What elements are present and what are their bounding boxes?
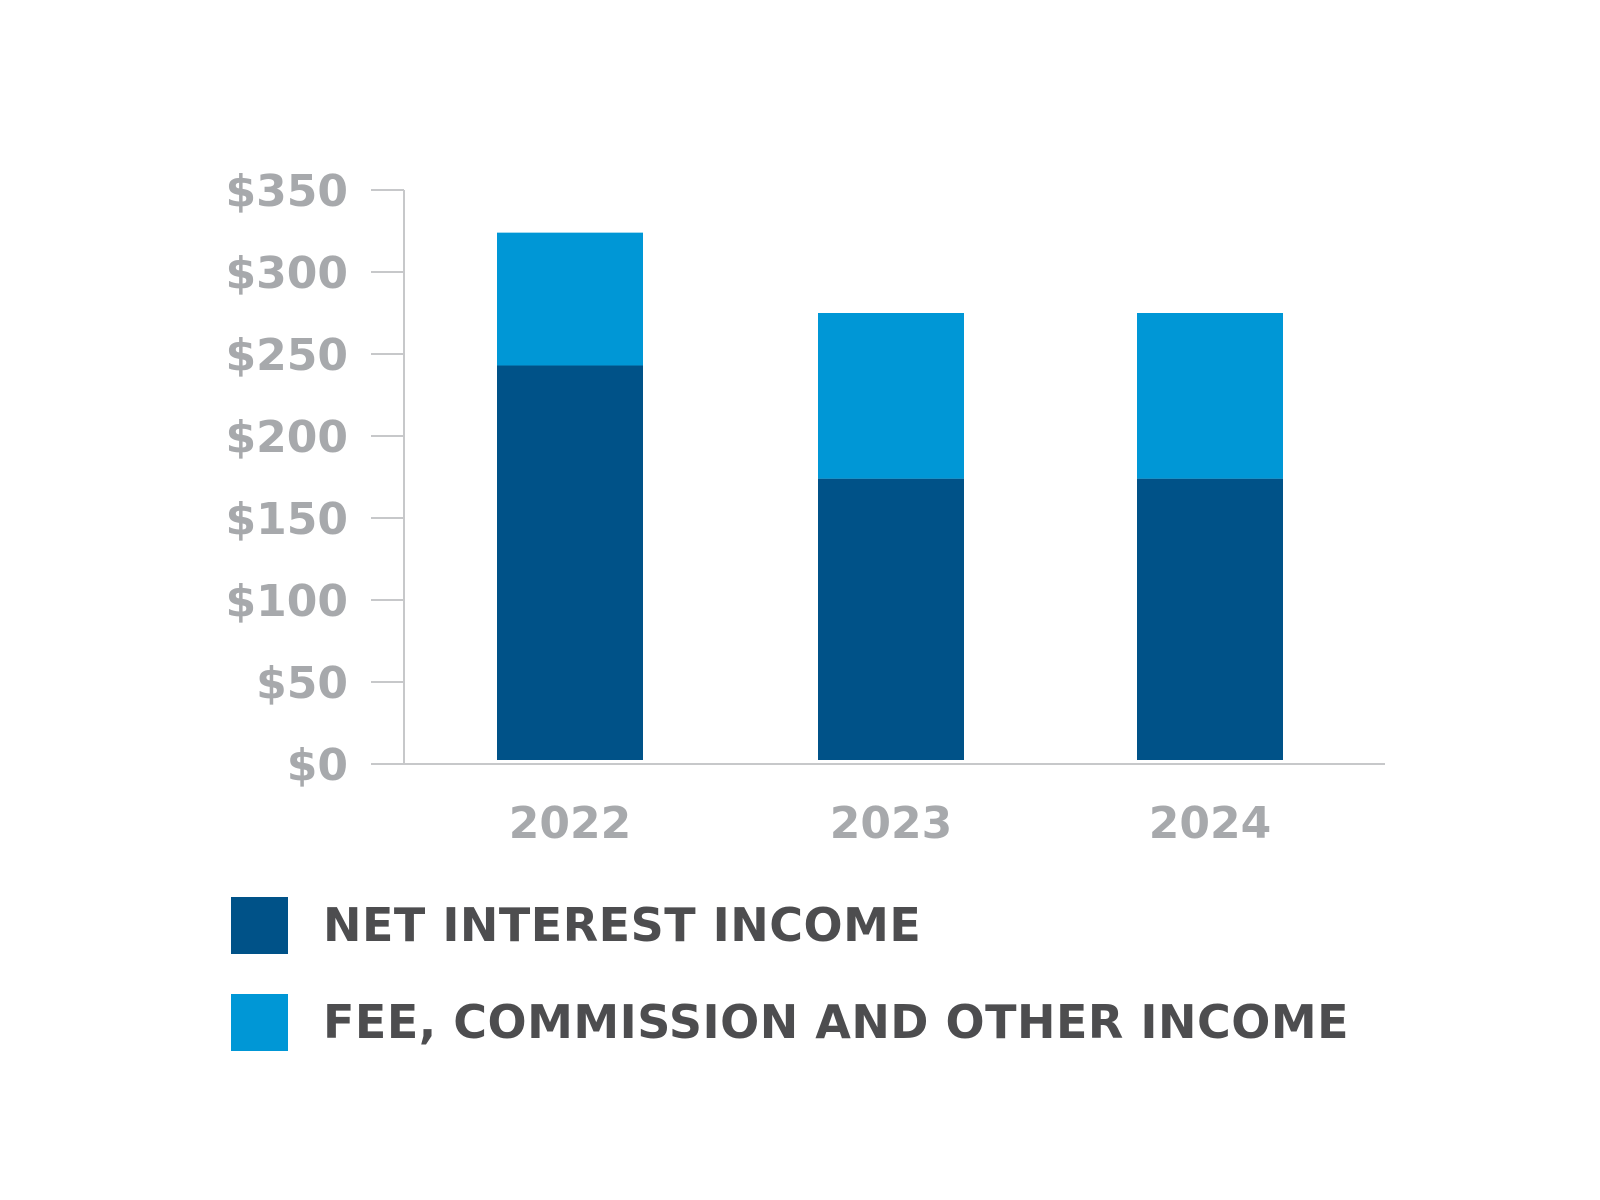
legend-swatch-fee-commission-other-income [231, 993, 288, 1051]
bars-group [497, 232, 1283, 760]
y-tick-label: $300 [226, 248, 348, 299]
legend-label-fee-commission-other-income: FEE, COMMISSION AND OTHER INCOME [323, 995, 1350, 1049]
bar-2024-series-1 [1137, 313, 1283, 479]
x-tick-label: 2023 [830, 798, 952, 849]
y-tick-label: $0 [287, 740, 348, 791]
bar-2022-series-1 [497, 232, 643, 366]
y-ticks-group: $0 $50 $100 $150 $200 $250 $300 $350 [226, 166, 404, 791]
legend-swatch-net-interest-income [231, 896, 288, 954]
y-tick-label: $350 [226, 166, 348, 217]
legend-label-net-interest-income: NET INTEREST INCOME [323, 898, 922, 952]
legend-item-net-interest-income: NET INTEREST INCOME [231, 895, 1349, 955]
bar-2024-series-0 [1137, 478, 1283, 760]
axes-group [371, 190, 1385, 765]
x-tick-label: 2022 [509, 798, 631, 849]
bar-2023-series-0 [818, 478, 964, 760]
y-tick-label: $250 [226, 330, 348, 381]
bar-2023-series-1 [818, 313, 964, 479]
y-tick-label: $100 [226, 576, 348, 627]
bar-2022-series-0 [497, 365, 643, 760]
y-tick-label: $50 [256, 658, 348, 709]
x-tick-label: 2024 [1149, 798, 1271, 849]
y-tick-label: $150 [226, 494, 348, 545]
y-tick-label: $200 [226, 412, 348, 463]
legend: NET INTEREST INCOME FEE, COMMISSION AND … [231, 895, 1349, 1089]
x-ticks-group: 2022 2023 2024 [509, 798, 1271, 849]
legend-item-fee-commission-other-income: FEE, COMMISSION AND OTHER INCOME [231, 992, 1349, 1052]
